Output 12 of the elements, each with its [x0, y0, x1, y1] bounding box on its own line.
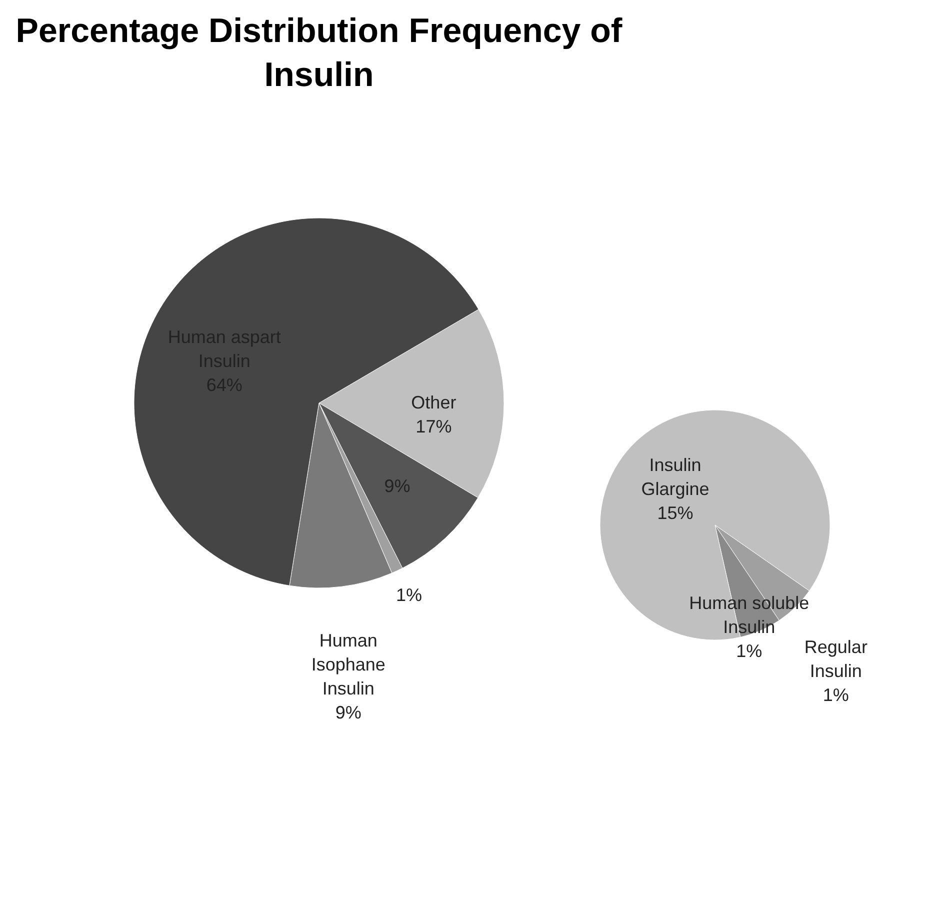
data-label: 1%: [396, 584, 422, 605]
pie-slice: [600, 410, 830, 640]
data-label: 1%: [736, 641, 762, 662]
data-label: 17%: [416, 416, 452, 436]
slice-label: Human Isophane Insulin: [311, 630, 386, 699]
data-label: 15%: [657, 502, 694, 523]
chart-title: Percentage Distribution Frequency of Insulin: [16, 12, 623, 94]
slice-label: Insulin Glargine: [641, 454, 710, 499]
data-label: 9%: [335, 702, 362, 723]
data-label: 1%: [822, 685, 849, 706]
slice-label: Other: [411, 392, 456, 412]
slice-label: Regular Insulin: [804, 637, 868, 682]
